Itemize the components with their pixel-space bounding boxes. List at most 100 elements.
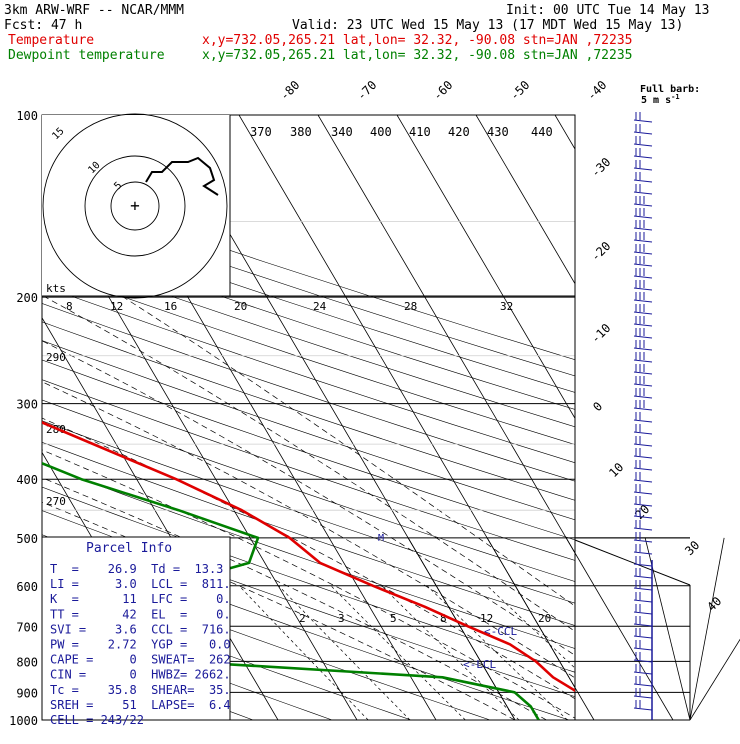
wind-barb (633, 544, 653, 555)
wind-barb (633, 604, 653, 615)
isotherm-label: -20 (588, 239, 613, 264)
wind-barb (633, 616, 653, 627)
boundary-line (574, 539, 691, 586)
parcel-info-row: TT = 42 EL = 0. (50, 607, 231, 621)
wind-barb-staff (633, 179, 653, 183)
valid-time: Valid: 23 UTC Wed 15 May 13 (17 MDT Wed … (292, 18, 683, 33)
pressure-label: 600 (16, 580, 38, 594)
pressure-label: 500 (16, 532, 38, 546)
wind-barb-staff (633, 635, 653, 639)
mixing-ratio-label: 12 (480, 612, 493, 625)
wind-barb-staff (633, 479, 653, 483)
ccl-label: <-CCL (484, 625, 517, 638)
hodograph-speed-label: 28 (404, 300, 417, 313)
wind-barb-staff (633, 503, 653, 507)
wind-barb (633, 472, 653, 483)
pressure-label: 700 (16, 620, 38, 634)
parcel-info-row: K = 11 LFC = 0. (50, 592, 231, 606)
isotherm-line (486, 537, 595, 721)
wind-barb (633, 568, 653, 579)
hodograph-speed-label: 24 (313, 300, 327, 313)
wind-barb-staff (633, 515, 653, 519)
isotherm-label: 10 (606, 460, 626, 480)
wind-barb-staff (633, 455, 653, 459)
parcel-info-row: PW = 2.72 YGP = 0.0 (50, 638, 231, 652)
theta-label: 420 (448, 125, 470, 139)
dry-adiabat (42, 441, 575, 626)
pressure-label: 400 (16, 473, 38, 487)
wind-barb-staff (633, 335, 653, 339)
wind-barb (633, 364, 653, 375)
plot-frame (41, 114, 576, 721)
hodograph-speed-label: 32 (500, 300, 513, 313)
wind-barb (633, 496, 653, 507)
wind-barb (633, 628, 653, 639)
wind-barb-staff (633, 587, 653, 591)
moist-adiabat (42, 449, 575, 719)
mixing-ratio-line (238, 585, 369, 720)
dry-adiabat (42, 464, 575, 649)
wind-barb (633, 208, 653, 219)
init-time: Init: 00 UTC Tue 14 May 13 (506, 3, 710, 18)
wind-barb-staff (633, 539, 653, 543)
wind-barb-staff (633, 551, 653, 555)
theta-label: 380 (290, 125, 312, 139)
hodograph-ring (42, 113, 228, 299)
hodograph-trace (145, 156, 219, 196)
wind-barb (633, 340, 653, 351)
parcel-info-row: CELL = 243/22 (50, 713, 144, 727)
wind-barb (633, 508, 653, 519)
mixing-ratio-label: 5 (390, 612, 397, 625)
mixing-ratio-line (330, 585, 466, 720)
wind-barb (633, 328, 653, 339)
wind-barb-staff (633, 575, 653, 579)
wind-barb (633, 436, 653, 447)
wind-barb-staff (633, 299, 653, 303)
wind-barb-staff (633, 287, 653, 291)
isotherm-label: -50 (507, 78, 532, 103)
wind-barb-staff (633, 119, 653, 123)
wind-barb (633, 424, 653, 435)
wind-barb (633, 148, 653, 159)
wind-barb-staff (633, 143, 653, 147)
wind-barb-staff (633, 131, 653, 135)
wind-barb (633, 664, 653, 675)
moist-adiabat (42, 501, 516, 720)
wind-barb (633, 640, 653, 651)
hodograph-ring (84, 155, 186, 257)
mixing-ratio-label: 8 (440, 612, 447, 625)
wind-barb-staff (633, 431, 653, 435)
wind-barb-staff (633, 155, 653, 159)
wind-barb (633, 256, 653, 267)
parcel-info-row: SVI = 3.6 CCL = 716. (50, 622, 231, 636)
wind-barb (633, 376, 653, 387)
pressure-label: 1000 (9, 714, 38, 728)
dewpoint-legend: Dewpoint temperature (8, 48, 165, 63)
wind-barb (633, 400, 653, 411)
wind-barb (633, 484, 653, 495)
isotherm-line (475, 115, 575, 285)
wind-barb-staff (633, 191, 653, 195)
barb-legend-title: Full barb: (640, 84, 700, 95)
wind-barb-staff (633, 659, 653, 663)
wind-barb-staff (633, 323, 653, 327)
isotherm-label: -70 (354, 78, 379, 103)
parcel-info-row: CIN = 0 HWBZ= 2662. (50, 668, 231, 682)
wind-barb (633, 700, 653, 711)
dry-adiabat (42, 585, 412, 720)
parcel-info-row: SREH = 51 LAPSE= 6.4 (50, 698, 231, 712)
parcel-info-row: LI = 3.0 LCL = 811. (50, 577, 231, 591)
wind-barb-staff (633, 203, 653, 207)
pressure-label: 300 (16, 398, 38, 412)
isotherm-line (317, 115, 575, 554)
wind-barb-staff (633, 563, 653, 567)
wind-barb-staff (633, 623, 653, 627)
wind-barb-staff (633, 683, 653, 687)
wind-barbs (633, 112, 653, 720)
wind-barb (633, 352, 653, 363)
theta-label: 340 (331, 125, 353, 139)
wind-barb (633, 136, 653, 147)
dry-adiabat (42, 399, 575, 582)
hodograph-speed-label: 16 (164, 300, 177, 313)
